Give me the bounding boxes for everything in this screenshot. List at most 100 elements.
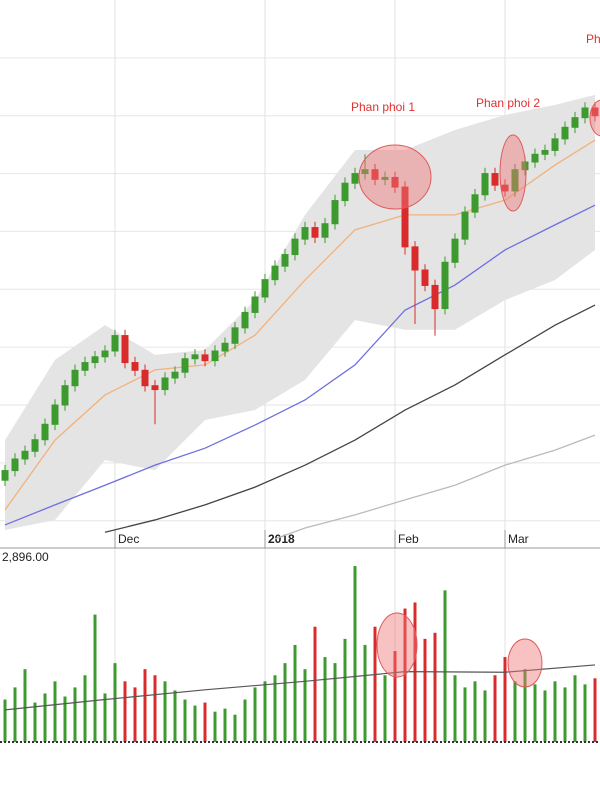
volume-bar <box>183 699 187 742</box>
candle-body <box>581 107 589 119</box>
candle-body <box>61 385 69 406</box>
candle-body <box>101 350 109 358</box>
volume-bar <box>273 675 277 742</box>
volume-bar <box>143 669 147 742</box>
volume-bar <box>83 675 87 742</box>
x-tick-label: Mar <box>508 532 529 546</box>
volume-bar <box>543 690 547 742</box>
candle-body <box>161 377 169 391</box>
moving-average <box>104 304 596 533</box>
candle-body <box>31 439 39 452</box>
volume-bar <box>593 678 597 742</box>
volume-bar <box>43 693 47 742</box>
candle-body <box>381 176 389 180</box>
volume-average <box>4 664 596 711</box>
candle-body <box>591 107 599 117</box>
candle-body <box>111 335 119 352</box>
candle-body <box>221 342 229 352</box>
overlay-layer: Phan phoi 1 Phan phoi 2 Ph <box>351 32 600 688</box>
candle-body <box>561 126 569 140</box>
candle-body <box>401 186 409 248</box>
volume-bar <box>573 675 577 742</box>
volume-bar <box>563 687 567 742</box>
moving-average <box>4 204 596 526</box>
volume-bar <box>313 626 317 742</box>
candle-body <box>141 369 149 387</box>
candle-body <box>341 182 349 202</box>
volume-bar <box>253 687 257 742</box>
moving-average <box>274 434 596 540</box>
highlight-circle <box>499 134 527 212</box>
volume-bar <box>433 632 437 742</box>
x-tick-label: Feb <box>398 532 419 546</box>
candle-body <box>331 200 339 225</box>
candle-body <box>281 254 289 267</box>
volume-bar <box>363 644 367 742</box>
volume-bar <box>533 684 537 742</box>
candle-body <box>81 362 89 371</box>
volume-bar <box>523 669 527 742</box>
volume-bar <box>383 675 387 742</box>
candle-body <box>181 358 189 373</box>
volume-bar <box>233 714 237 742</box>
candle-body <box>131 362 139 371</box>
bollinger-band <box>5 94 595 530</box>
x-tick-label: 2018 <box>268 532 295 546</box>
volume-bar <box>463 687 467 742</box>
candle-body <box>41 423 49 441</box>
volume-bar <box>223 708 227 742</box>
candle-body <box>551 138 559 151</box>
volume-bar <box>553 681 557 742</box>
volume-bar <box>133 687 137 742</box>
annotation: Phan phoi 2 <box>476 96 540 110</box>
candle-body <box>241 311 249 329</box>
volume-bar <box>163 681 167 742</box>
volume-bar <box>203 702 207 742</box>
volume-bar <box>53 681 57 742</box>
volume-bar <box>423 638 427 742</box>
volume-bar <box>473 681 477 742</box>
volume-bar <box>23 669 27 742</box>
plot-layer: Dec 2018 Feb Mar <box>0 0 600 742</box>
candle-body <box>171 371 179 379</box>
volume-bar <box>63 696 67 742</box>
volume-bar <box>73 687 77 742</box>
candle-body <box>211 350 219 362</box>
candle-body <box>391 176 399 188</box>
volume-scale-label: 2,896.00 <box>2 550 49 564</box>
volume-bar <box>343 638 347 742</box>
volume-bar <box>453 675 457 742</box>
candle-body <box>11 458 19 472</box>
candle-body <box>371 169 379 180</box>
volume-bar <box>123 681 127 742</box>
candle-body <box>91 356 99 364</box>
candle-body <box>311 227 319 238</box>
candle-body <box>301 227 309 240</box>
candle-body <box>191 354 199 360</box>
candle-body <box>71 369 79 387</box>
moving-average <box>4 139 596 511</box>
candle-body <box>481 173 489 196</box>
volume-bar <box>513 681 517 742</box>
candle-body <box>461 211 469 240</box>
candle-body <box>21 450 29 460</box>
volume-bar <box>103 693 107 742</box>
volume-bar <box>443 590 447 742</box>
volume-bar <box>213 711 217 742</box>
volume-bar <box>13 687 17 742</box>
volume-bar <box>503 657 507 742</box>
candle-body <box>251 296 259 313</box>
volume-bar <box>333 663 337 742</box>
candle-body <box>421 269 429 286</box>
volume-bar <box>173 690 177 742</box>
highlight-circle <box>589 99 600 137</box>
highlight-circle <box>358 144 432 210</box>
highlight-circle <box>507 638 543 688</box>
candle-body <box>491 173 499 186</box>
volume-bar <box>493 675 497 742</box>
volume-bar <box>93 614 97 742</box>
volume-bar <box>113 663 117 742</box>
volume-bar <box>33 702 37 742</box>
volume-bar <box>263 681 267 742</box>
